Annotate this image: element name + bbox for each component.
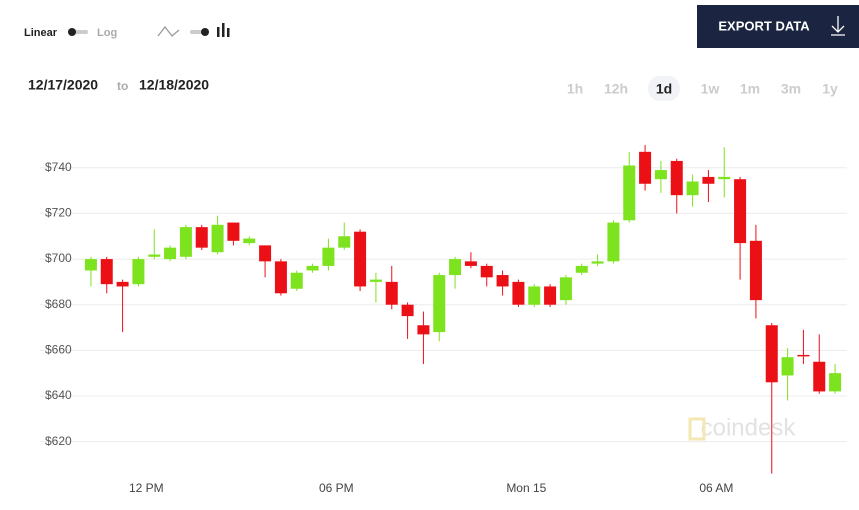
y-tick-label: $720 bbox=[45, 206, 72, 220]
toggle-knob bbox=[201, 28, 209, 36]
candle-body bbox=[322, 247, 335, 266]
watermark: coindesk bbox=[701, 414, 797, 441]
candle-body bbox=[116, 281, 129, 287]
candle-body bbox=[829, 373, 842, 392]
candle-body bbox=[480, 265, 493, 278]
export-label: EXPORT DATA bbox=[718, 18, 810, 33]
range-button[interactable]: 3m bbox=[781, 81, 801, 97]
candle-body bbox=[306, 265, 319, 271]
candle-body bbox=[148, 254, 161, 257]
candle-body bbox=[274, 261, 287, 294]
candle-body bbox=[243, 238, 256, 244]
candle-body bbox=[211, 224, 224, 253]
candle-body bbox=[84, 259, 97, 271]
x-tick-label: 06 AM bbox=[699, 481, 733, 495]
download-icon bbox=[831, 16, 845, 36]
candle-body bbox=[259, 245, 272, 262]
y-tick-label: $700 bbox=[45, 251, 72, 265]
candle-body bbox=[749, 240, 762, 301]
x-tick-label: 06 PM bbox=[319, 481, 354, 495]
log-label[interactable]: Log bbox=[97, 27, 117, 39]
candle-body bbox=[813, 361, 826, 392]
date-from[interactable]: 12/17/2020 bbox=[28, 77, 98, 93]
watermark-logo bbox=[688, 417, 706, 441]
candle-icon[interactable] bbox=[217, 23, 230, 37]
candle-body bbox=[670, 160, 683, 196]
candle-body bbox=[781, 357, 794, 376]
candle-body bbox=[734, 179, 747, 244]
candle-body bbox=[100, 259, 113, 285]
candle-body bbox=[179, 227, 192, 257]
x-tick-label: 12 PM bbox=[129, 481, 164, 495]
candle-body bbox=[385, 281, 398, 305]
candle-body bbox=[354, 231, 367, 287]
candle-body bbox=[195, 227, 208, 248]
y-tick-label: $740 bbox=[45, 160, 72, 174]
linear-label[interactable]: Linear bbox=[24, 27, 58, 39]
candle-body bbox=[654, 170, 667, 180]
range-button[interactable]: 1y bbox=[822, 81, 838, 97]
candle-body bbox=[433, 275, 446, 333]
candle-body bbox=[702, 176, 715, 184]
candle-body bbox=[132, 259, 145, 285]
candle-body bbox=[623, 165, 636, 221]
candle-body bbox=[401, 304, 414, 317]
y-tick-label: $620 bbox=[45, 434, 72, 448]
candle-body bbox=[164, 247, 177, 260]
range-button[interactable]: 1h bbox=[567, 81, 583, 97]
candle-body bbox=[718, 176, 731, 180]
candle-body bbox=[797, 354, 810, 357]
toggle-knob bbox=[68, 28, 76, 36]
y-tick-label: $680 bbox=[45, 297, 72, 311]
candle-body bbox=[338, 236, 351, 248]
candle-body bbox=[559, 277, 572, 301]
candle-body bbox=[575, 265, 588, 273]
range-active-bg bbox=[648, 76, 680, 101]
candle-body bbox=[639, 151, 652, 184]
candle-body bbox=[496, 275, 509, 287]
candle-body bbox=[528, 286, 541, 305]
candle-body bbox=[607, 222, 620, 262]
line-icon[interactable] bbox=[157, 25, 180, 37]
candle-body bbox=[417, 325, 430, 335]
date-separator: to bbox=[117, 79, 128, 93]
candle-body bbox=[512, 281, 525, 305]
candle-body bbox=[686, 181, 699, 196]
candle-body bbox=[227, 222, 240, 241]
x-tick-label: Mon 15 bbox=[506, 481, 546, 495]
range-button[interactable]: 1m bbox=[740, 81, 760, 97]
y-tick-label: $660 bbox=[45, 343, 72, 357]
candle-body bbox=[464, 261, 477, 266]
candle-body bbox=[591, 261, 604, 264]
range-button[interactable]: 1d bbox=[656, 81, 672, 97]
date-to[interactable]: 12/18/2020 bbox=[139, 77, 209, 93]
candle-body bbox=[544, 286, 557, 305]
y-tick-label: $640 bbox=[45, 388, 72, 402]
range-button[interactable]: 12h bbox=[604, 81, 628, 97]
candle-body bbox=[765, 325, 778, 383]
range-button[interactable]: 1w bbox=[701, 81, 720, 97]
candle-body bbox=[449, 259, 462, 276]
candle-body bbox=[369, 279, 382, 282]
candle-body bbox=[290, 272, 303, 289]
